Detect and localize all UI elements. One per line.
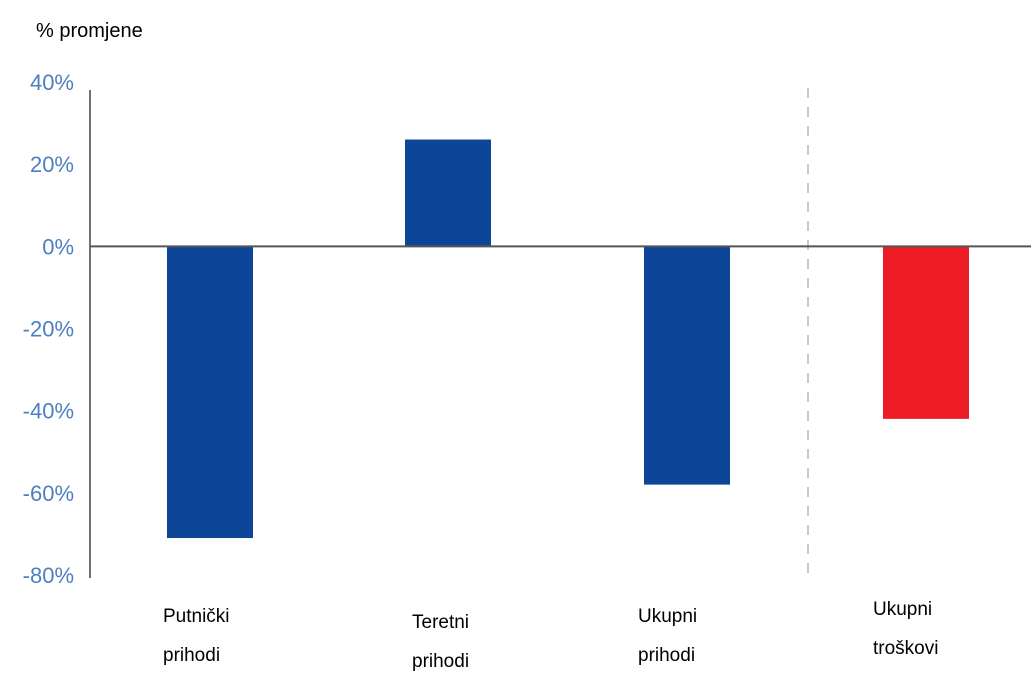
bar xyxy=(883,246,969,419)
category-label-line: Ukupni xyxy=(638,597,697,636)
category-label-line: Putnički xyxy=(163,597,230,636)
category-label: Ukupni troškovi xyxy=(873,590,938,668)
category-label-line: Teretni xyxy=(412,603,469,642)
y-tick-label: -60% xyxy=(23,481,74,506)
category-label-line: prihodi xyxy=(412,642,469,681)
category-label-line: prihodi xyxy=(638,636,697,675)
y-tick-label: 40% xyxy=(30,70,74,95)
category-label-line: Ukupni xyxy=(873,590,938,629)
y-tick-label: -20% xyxy=(23,317,74,342)
category-label: Ukupni prihodi xyxy=(638,597,697,675)
y-tick-label: -80% xyxy=(23,563,74,588)
category-label-line: prihodi xyxy=(163,636,230,675)
y-tick-label: 0% xyxy=(42,234,74,259)
y-tick-label: 20% xyxy=(30,152,74,177)
bar xyxy=(167,246,253,538)
bar xyxy=(405,140,491,247)
bar-group xyxy=(167,140,969,539)
category-label: Putnički prihodi xyxy=(163,597,230,675)
category-label: Teretni prihodi xyxy=(412,603,469,681)
y-axis-ticks: 40% 20% 0% -20% -40% -60% -80% xyxy=(23,70,74,588)
y-tick-label: -40% xyxy=(23,399,74,424)
bar xyxy=(644,246,730,484)
category-label-line: troškovi xyxy=(873,629,938,668)
